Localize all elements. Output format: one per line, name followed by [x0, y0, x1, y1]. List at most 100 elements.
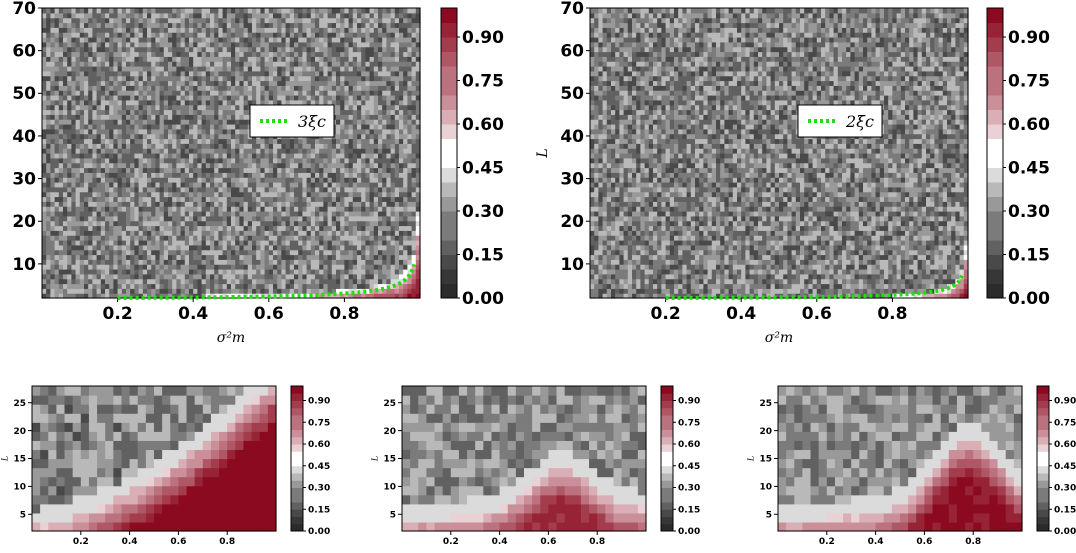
chart-panel-3: 0.20.40.60.8510152025σ²mL0.000.150.300.4… — [0, 385, 330, 553]
colorbar-band — [441, 254, 457, 270]
colorbar-tick-label: 0.30 — [678, 484, 700, 494]
y-tick-label: 70 — [12, 0, 36, 19]
y-tick-label: 10 — [12, 255, 36, 275]
colorbar-band — [987, 167, 1003, 183]
y-tick-label: 5 — [766, 510, 772, 520]
colorbar-band — [661, 473, 673, 481]
colorbar-band — [1037, 444, 1049, 452]
colorbar-band — [291, 458, 303, 467]
x-axis-label: σ²m — [765, 330, 793, 346]
plot-frame — [777, 385, 1023, 532]
colorbar-tick-label: 0.30 — [462, 202, 504, 222]
x-tick-label: 0.4 — [492, 537, 508, 547]
colorbar-band — [1037, 458, 1049, 467]
colorbar-band — [441, 95, 457, 110]
colorbar-band — [987, 153, 1003, 168]
y-tick-label: 60 — [560, 42, 584, 62]
y-tick-label: 5 — [20, 510, 26, 520]
colorbar-band — [661, 487, 673, 496]
heatmap-cells — [402, 386, 647, 532]
colorbar-band — [291, 473, 303, 481]
colorbar-band — [1037, 502, 1049, 510]
y-tick-label: 30 — [12, 170, 36, 190]
chart-panel-5: 0.20.40.60.8510152025σ²mL0.000.150.300.4… — [746, 385, 1076, 553]
colorbar-frame — [1036, 385, 1050, 532]
colorbar-band — [291, 422, 303, 430]
x-tick-label: 0.6 — [170, 537, 186, 547]
colorbar-band — [291, 487, 303, 496]
colorbar-band — [441, 37, 457, 52]
colorbar-band — [291, 436, 303, 445]
colorbar-tick-label: 0.45 — [1054, 462, 1076, 472]
colorbar-tick-label: 0.75 — [678, 418, 700, 428]
x-tick-label: 0.8 — [329, 304, 359, 324]
colorbar-band — [661, 400, 673, 409]
x-tick-label: 0.4 — [868, 537, 884, 547]
colorbar-band — [441, 124, 457, 139]
colorbar-band — [1037, 436, 1049, 445]
colorbar-tick-label: 0.30 — [1008, 202, 1050, 222]
x-tick-label: 0.8 — [877, 304, 907, 324]
colorbar-band — [441, 283, 457, 299]
colorbar-tick-label: 0.15 — [1054, 505, 1076, 515]
colorbar-band — [987, 225, 1003, 241]
colorbar-band — [291, 429, 303, 438]
colorbar-band — [291, 480, 303, 488]
x-tick-label: 0.2 — [819, 537, 835, 547]
colorbar-band — [441, 269, 457, 284]
legend-label: 3ξc — [298, 112, 326, 131]
legend-box — [249, 104, 335, 138]
colorbar-band — [291, 400, 303, 409]
colorbar-band — [987, 51, 1003, 67]
x-tick-label: 0.4 — [122, 537, 138, 547]
colorbar: 0.00 0.15 0.30 0.45 0.60 0.75 0.90 — [440, 7, 504, 309]
colorbar-tick-label: 0.45 — [1008, 158, 1050, 178]
colorbar-band — [661, 444, 673, 452]
heatmap-cells — [32, 386, 277, 532]
colorbar-band — [441, 22, 457, 38]
colorbar-tick-label: 0.90 — [462, 28, 504, 48]
y-tick-label: 15 — [13, 455, 26, 465]
y-axis-label: L — [746, 456, 755, 462]
y-tick-label: 10 — [383, 483, 396, 493]
chart-panel-2: 0.2 0.4 0.6 0.8 10 20 30 40 50 60 70 σ²m L 2ξc 0.00 0.1… — [535, 0, 1050, 346]
colorbar-band — [1037, 386, 1049, 394]
legend-box — [797, 104, 883, 138]
colorbar-band — [441, 51, 457, 67]
colorbar-band — [291, 386, 303, 394]
colorbar-band — [661, 429, 673, 438]
y-tick-label: 5 — [390, 510, 396, 520]
x-tick-label: 0.6 — [254, 304, 284, 324]
colorbar-band — [661, 480, 673, 488]
colorbar-band — [1037, 393, 1049, 401]
colorbar-tick-label: 0.30 — [1054, 484, 1076, 494]
x-tick-label: 0.8 — [589, 537, 605, 547]
y-tick-label: 20 — [13, 427, 26, 437]
colorbar-band — [661, 407, 673, 416]
x-tick-label: 0.2 — [73, 537, 89, 547]
colorbar-band — [661, 458, 673, 467]
colorbar-band — [441, 138, 457, 154]
colorbar-band — [441, 240, 457, 255]
colorbar-band — [987, 109, 1003, 125]
colorbar-band — [1037, 400, 1049, 409]
colorbar: 0.00 0.15 0.30 0.45 0.60 0.75 0.90 — [660, 385, 700, 537]
colorbar-tick-label: 0.90 — [1008, 28, 1050, 48]
colorbar-tick-label: 0.90 — [308, 397, 330, 407]
colorbar: 0.00 0.15 0.30 0.45 0.60 0.75 0.90 — [1036, 385, 1076, 537]
y-tick-label: 25 — [383, 399, 396, 409]
xi-curve — [117, 263, 417, 300]
colorbar-frame — [986, 7, 1004, 299]
colorbar: 0.00 0.15 0.30 0.45 0.60 0.75 0.90 — [290, 385, 330, 537]
colorbar-band — [987, 22, 1003, 38]
colorbar-band — [661, 451, 673, 459]
heatmap-cells — [590, 8, 969, 299]
heatmap-cells — [778, 386, 1023, 532]
chart-panel-4: 0.20.40.60.8510152025σ²mL0.000.150.300.4… — [370, 385, 700, 553]
colorbar-band — [1037, 523, 1049, 532]
y-tick-label: 20 — [560, 212, 584, 232]
colorbar-tick-label: 0.30 — [308, 484, 330, 494]
colorbar-band — [441, 167, 457, 183]
y-axis-label: L — [370, 456, 379, 462]
